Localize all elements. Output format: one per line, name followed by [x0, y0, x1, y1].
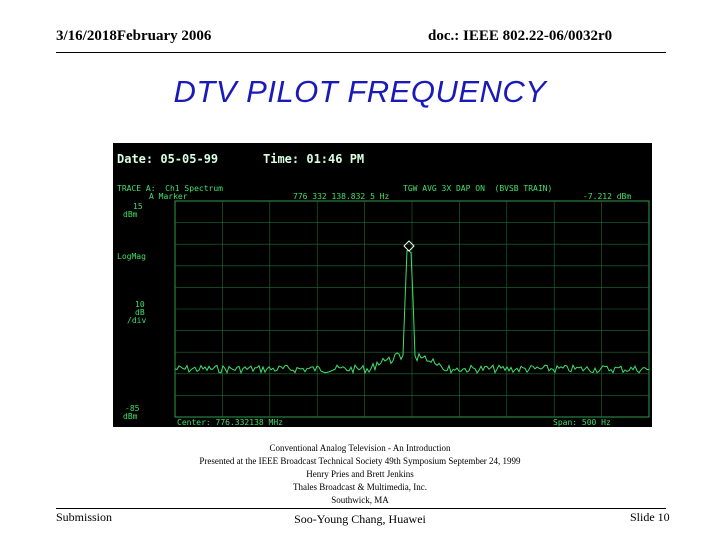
analyzer-marker-frequency: 776 332 138.832 5 Hz	[293, 192, 390, 201]
credit-line-title: Conventional Analog Television - An Intr…	[269, 443, 451, 453]
header-doc-id: doc.: IEEE 802.22-06/0032r0	[428, 28, 613, 44]
analyzer-date: Date: 05-05-99	[117, 152, 219, 166]
analyzer-bottom-unit: dBm	[123, 412, 138, 421]
analyzer-scale-value: 10	[135, 300, 145, 309]
spectrum-plot	[174, 200, 650, 418]
analyzer-marker-label: A Marker	[149, 192, 188, 201]
header-date: 3/16/2018February 2006	[56, 28, 212, 44]
analyzer-span: Span: 500 Hz	[553, 418, 611, 427]
image-source-credits: Conventional Analog Television - An Intr…	[0, 442, 720, 507]
analyzer-center-frequency: Center: 776.332138 MHz	[177, 418, 283, 427]
header-divider	[56, 52, 666, 53]
analyzer-scale-div: /div	[127, 316, 147, 325]
analyzer-ref-unit: dBm	[123, 210, 138, 219]
footer-divider	[56, 508, 666, 509]
slide-title: DTV PILOT FREQUENCY	[173, 74, 547, 109]
analyzer-trace-label: TRACE A: Ch1 Spectrum	[117, 184, 223, 193]
credit-line-location: Southwick, MA	[331, 495, 389, 505]
footer-slide-number: Slide 10	[630, 510, 670, 524]
marker-diamond	[403, 240, 415, 252]
credit-line-event: Presented at the IEEE Broadcast Technica…	[199, 456, 521, 466]
footer-author: Soo-Young Chang, Huawei	[294, 512, 426, 526]
analyzer-scale-type: LogMag	[117, 252, 146, 261]
analyzer-bottom-level: -85	[125, 404, 140, 413]
analyzer-marker-level: -7.212 dBm	[583, 192, 632, 201]
graticule-grid	[175, 201, 649, 417]
analyzer-scale-unit: dB	[135, 308, 145, 317]
credit-line-company: Thales Broadcast & Multimedia, Inc.	[293, 482, 427, 492]
spectrum-analyzer-screenshot: Date: 05-05-99 Time: 01:46 PM TRACE A: C…	[113, 143, 652, 427]
spectrum-trace	[174, 250, 649, 375]
analyzer-time: Time: 01:46 PM	[263, 152, 365, 166]
footer-submission: Submission	[56, 510, 113, 524]
credit-line-authors: Henry Pries and Brett Jenkins	[306, 469, 414, 479]
analyzer-ref-level: 15	[133, 202, 143, 211]
analyzer-mode: TGW AVG 3X DAP ON (BVSB TRAIN)	[403, 184, 553, 193]
